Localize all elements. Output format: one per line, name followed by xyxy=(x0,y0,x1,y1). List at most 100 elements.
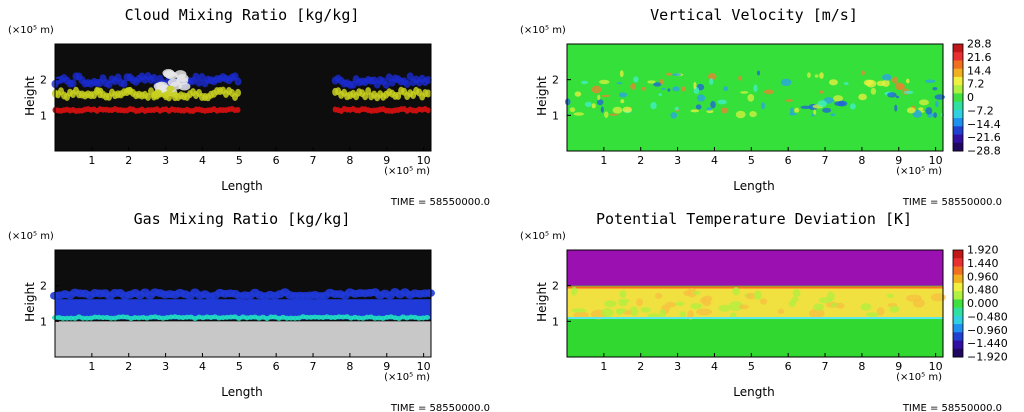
temp-cell xyxy=(619,290,627,298)
y-tick-label: 2 xyxy=(40,74,47,87)
temp-cell xyxy=(629,306,639,317)
velocity-cell xyxy=(813,109,817,115)
colorbar-swatch xyxy=(953,85,963,94)
chart-title: Gas Mixing Ratio [kg/kg] xyxy=(134,210,351,228)
temp-cell xyxy=(571,308,587,313)
x-tick-label: 9 xyxy=(895,360,902,373)
time-label: TIME = 58550000.0 xyxy=(902,197,1002,208)
colorbar-swatch xyxy=(953,44,963,53)
velocity-cell xyxy=(630,83,636,90)
colorbar-label: 21.6 xyxy=(967,51,992,64)
temp-cell xyxy=(636,298,643,307)
chart-potential-temperature: Potential Temperature Deviation [K] (×10… xyxy=(520,210,1008,412)
velocity-cell xyxy=(817,100,827,108)
temp-cell xyxy=(836,302,845,309)
cloud-cell xyxy=(174,70,187,79)
chart-gas-mixing: Gas Mixing Ratio [kg/kg] (×10⁵ m) Height… xyxy=(8,210,490,412)
colorbar-swatch xyxy=(953,68,963,78)
temp-cell xyxy=(738,304,749,310)
x-axis-label: Length xyxy=(733,385,774,399)
velocity-cell xyxy=(834,101,846,107)
cloud-cell xyxy=(162,69,175,78)
velocity-cell xyxy=(747,93,755,102)
y-unit-label: (×10⁵ m) xyxy=(520,25,566,36)
velocity-cell xyxy=(584,101,592,107)
x-tick-label: 10 xyxy=(929,360,943,373)
chart-title: Potential Temperature Deviation [K] xyxy=(596,210,912,228)
y-axis-label: Height xyxy=(535,282,549,322)
velocity-cell xyxy=(693,81,697,90)
x-tick-label: 4 xyxy=(199,360,206,373)
plot-area xyxy=(50,249,435,358)
colorbar-swatch xyxy=(953,142,963,152)
y-axis-label: Height xyxy=(23,76,37,116)
cloud-cell xyxy=(425,89,432,98)
temp-cell xyxy=(876,307,885,316)
temp-cell xyxy=(930,293,946,302)
cloud-cell xyxy=(234,77,242,86)
colorbar-swatch xyxy=(953,340,963,350)
cloud-cell xyxy=(151,92,160,99)
velocity-cell xyxy=(618,92,628,98)
gas-band xyxy=(55,299,431,320)
chart-cloud-mixing: Cloud Mixing Ratio [kg/kg] (×10⁵ m) Heig… xyxy=(8,6,490,208)
temp-cell xyxy=(679,311,687,318)
velocity-cell xyxy=(597,94,601,101)
colorbar-label: 0.480 xyxy=(967,284,999,297)
velocity-cell xyxy=(819,72,824,79)
x-tick-label: 7 xyxy=(310,154,317,167)
temp-cell xyxy=(675,301,685,306)
x-tick-label: 1 xyxy=(88,360,95,373)
x-tick-label: 3 xyxy=(674,360,681,373)
y-tick-label: 1 xyxy=(40,109,47,122)
colorbar-swatch xyxy=(953,324,963,333)
cloud-cell xyxy=(235,106,241,113)
velocity-cell xyxy=(619,70,624,78)
colorbar-label: 0 xyxy=(967,91,974,104)
velocity-cell xyxy=(906,107,916,114)
temp-cell xyxy=(655,292,663,299)
velocity-cell xyxy=(665,72,673,76)
plot-frame xyxy=(54,43,432,152)
velocity-cell xyxy=(866,79,877,88)
velocity-cell xyxy=(740,91,749,94)
colorbar-swatch xyxy=(953,126,963,136)
y-ticks: 12 xyxy=(552,74,571,122)
velocity-cell xyxy=(601,94,611,98)
x-tick-label: 4 xyxy=(711,360,718,373)
x-tick-label: 6 xyxy=(785,360,792,373)
temp-cell xyxy=(728,301,744,311)
temp-cell xyxy=(690,303,703,310)
panel-gas-mixing: Gas Mixing Ratio [kg/kg] (×10⁵ m) Height… xyxy=(0,206,512,412)
panel-vertical-velocity: Vertical Velocity [m/s] (×10⁵ m) Height … xyxy=(512,0,1024,208)
cloud-cell xyxy=(120,79,128,88)
cloud-cell xyxy=(166,85,175,92)
velocity-cell xyxy=(720,107,729,114)
temp-cell xyxy=(813,303,825,311)
velocity-cell xyxy=(707,72,717,81)
x-tick-label: 7 xyxy=(822,154,829,167)
x-tick-label: 8 xyxy=(858,154,865,167)
x-tick-label: 6 xyxy=(273,360,280,373)
plot-area xyxy=(566,249,946,358)
velocity-cell xyxy=(658,93,662,97)
y-axis-label: Height xyxy=(535,76,549,116)
velocity-cell xyxy=(828,79,838,86)
velocity-cell xyxy=(672,73,682,76)
velocity-cell xyxy=(599,79,610,85)
temp-cell xyxy=(865,312,879,317)
x-tick-label: 8 xyxy=(346,154,353,167)
y-tick-label: 2 xyxy=(552,74,559,87)
velocity-cell xyxy=(591,85,602,94)
colorbar-label: −1.440 xyxy=(967,337,1008,350)
velocity-cell xyxy=(670,112,678,119)
velocity-cell xyxy=(738,75,743,81)
x-unit-label: (×10⁵ m) xyxy=(384,372,430,383)
cloud-cell xyxy=(382,80,390,89)
velocity-cell xyxy=(763,89,775,95)
x-tick-label: 3 xyxy=(674,154,681,167)
velocity-cell xyxy=(830,113,836,117)
velocity-cell xyxy=(822,107,832,113)
x-tick-label: 9 xyxy=(895,154,902,167)
chart-title: Vertical Velocity [m/s] xyxy=(650,6,858,24)
